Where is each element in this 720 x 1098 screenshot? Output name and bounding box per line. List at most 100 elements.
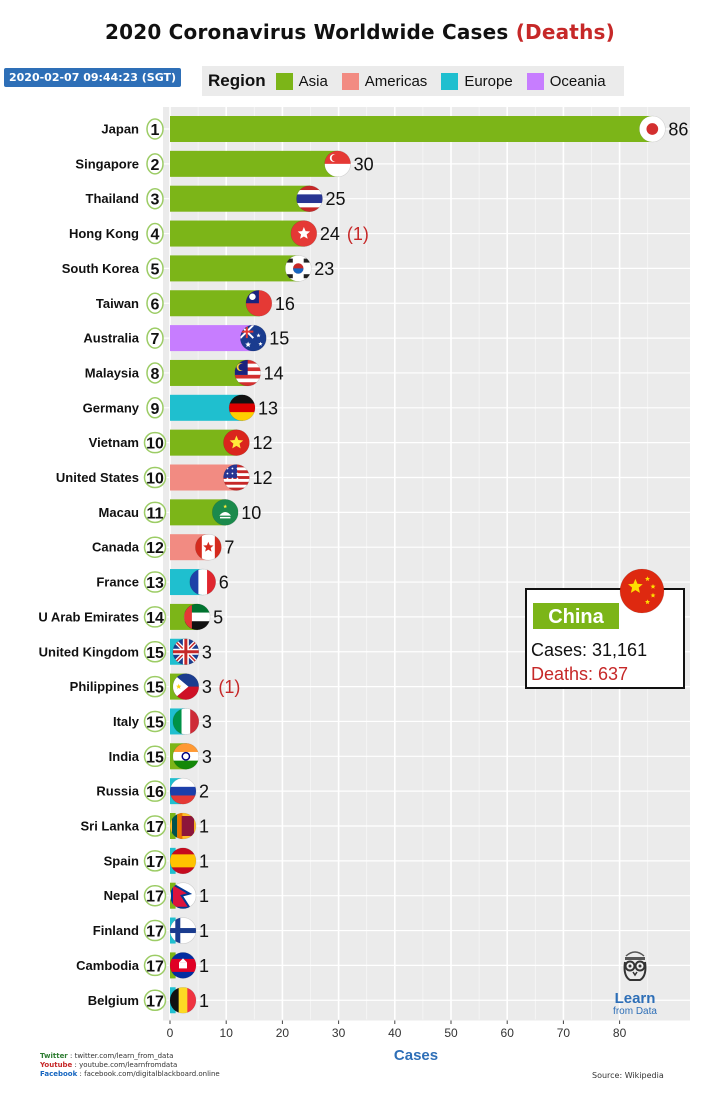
spain-flag-icon (169, 847, 197, 875)
legend: Region Asia Americas Europe Oceania (202, 66, 624, 96)
rank-badge (143, 501, 167, 524)
rank-label: 4 (151, 227, 160, 244)
rank-badge (143, 431, 167, 454)
country-label: United Kingdom (39, 644, 139, 659)
rank-badge (146, 327, 164, 349)
country-label: Singapore (75, 156, 139, 171)
rank-label: 10 (146, 436, 164, 453)
rank-badge (143, 815, 167, 837)
rank-label: 5 (151, 261, 160, 278)
bar-row: Italy 15 3 (113, 708, 212, 735)
value-label: 6 (219, 573, 229, 593)
legend-item-europe: Europe (441, 72, 513, 90)
finland-flag-icon (169, 917, 197, 944)
x-tick-label: 80 (613, 1026, 627, 1040)
germany-flag-icon (228, 394, 256, 422)
bar-row: India 15 3 (109, 742, 212, 770)
twitter-label: Twitter (40, 1052, 68, 1060)
rank-label: 12 (146, 540, 164, 557)
youtube-link[interactable]: : youtube.com/learnfromdata (74, 1061, 178, 1069)
bar-row: Malaysia 8 14 (85, 359, 284, 387)
uae-flag-icon (183, 603, 211, 631)
nepal-flag-icon (169, 882, 197, 910)
rank-badge (146, 187, 164, 210)
logo-learn-text: Learn (614, 990, 656, 1007)
value-label: 3 (202, 642, 212, 662)
country-label: South Korea (62, 261, 140, 276)
callout-country: China (548, 606, 604, 628)
country-label: France (96, 575, 139, 590)
rank-badge (143, 850, 167, 872)
bar (170, 255, 300, 282)
value-label: 10 (241, 503, 261, 523)
facebook-link[interactable]: : facebook.com/digitalblackboard.online (79, 1070, 220, 1078)
rank-badge (146, 153, 164, 175)
rank-label: 17 (146, 889, 164, 906)
bar-row: Russia 16 2 (96, 777, 209, 805)
rank-badge (143, 571, 167, 593)
rank-label: 17 (146, 958, 164, 975)
x-tick-label: 10 (220, 1026, 234, 1040)
sri-lanka-flag-icon (169, 812, 197, 840)
thailand-flag-icon (296, 185, 323, 212)
chart-title: 2020 Coronavirus Worldwide Cases (Deaths… (0, 20, 720, 44)
country-label: Philippines (70, 679, 139, 694)
value-label: 1 (199, 991, 209, 1011)
timestamp-badge: 2020-02-07 09:44:23 (SGT) (4, 68, 182, 87)
legend-item-asia: Asia (275, 72, 328, 90)
bar-row: Australia 7 15 (83, 324, 289, 352)
rank-badge (143, 954, 167, 977)
bar (170, 325, 255, 352)
vietnam-flag-icon (223, 429, 250, 456)
facebook-label: Facebook (40, 1070, 78, 1078)
rank-badge (143, 710, 167, 733)
rank-badge (146, 222, 164, 245)
bar-row: Spain 17 1 (104, 847, 209, 875)
taiwan-flag-icon (245, 289, 273, 317)
rank-label: 11 (147, 505, 164, 522)
x-axis-label: Cases (394, 1047, 438, 1064)
rank-label: 17 (146, 924, 164, 941)
country-label: Vietnam (89, 435, 139, 450)
country-label: Thailand (86, 191, 140, 206)
value-label: 15 (269, 329, 289, 349)
rank-badge (143, 466, 167, 489)
rank-label: 2 (151, 157, 160, 174)
legend-swatch-asia (275, 72, 293, 90)
country-label: Russia (96, 784, 139, 799)
value-label: 1 (199, 886, 209, 906)
x-tick-label: 0 (167, 1026, 174, 1040)
bar-row: Philippines 15 3 (1) (70, 673, 240, 700)
value-label: 30 (354, 154, 374, 174)
rank-badge (146, 118, 164, 140)
value-label: 12 (252, 468, 272, 488)
callout-title-bg (533, 603, 619, 629)
india-flag-icon (172, 742, 200, 770)
rank-label: 16 (146, 784, 164, 801)
x-tick-label: 20 (276, 1026, 290, 1040)
france-flag-icon (189, 568, 217, 596)
country-label: Belgium (88, 993, 139, 1008)
cambodia-flag-icon (169, 952, 197, 979)
value-label: 1 (199, 956, 209, 976)
logo-from-text: from Data (613, 1006, 657, 1017)
country-label: Japan (101, 122, 139, 137)
x-tick-label: 60 (501, 1026, 515, 1040)
callout-deaths: Deaths: 637 (531, 664, 628, 684)
learn-from-data-logo: Learn from Data (590, 950, 680, 1017)
rank-label: 17 (146, 993, 164, 1010)
country-label: Spain (104, 853, 139, 868)
rank-badge (146, 397, 164, 419)
country-label: United States (56, 470, 139, 485)
twitter-link[interactable]: : twitter.com/learn_from_data (70, 1052, 174, 1060)
canada-flag-icon (195, 533, 222, 561)
deaths-label: (1) (218, 677, 240, 697)
value-label: 14 (264, 363, 284, 383)
bar (170, 220, 305, 247)
united-kingdom-flag-icon (172, 638, 200, 666)
legend-swatch-americas (341, 72, 359, 90)
country-label: Australia (83, 331, 139, 346)
rank-label: 15 (146, 714, 164, 731)
x-tick-label: 50 (444, 1026, 458, 1040)
